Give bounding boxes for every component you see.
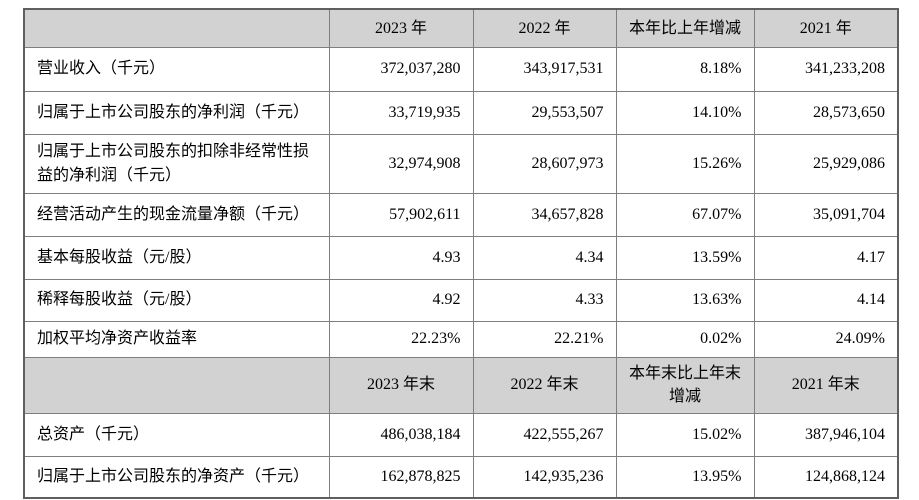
value-cell: 13.59% bbox=[615, 235, 755, 280]
header-empty-cell bbox=[23, 8, 330, 48]
value-cell: 15.02% bbox=[615, 412, 755, 457]
row-label-cell: 归属于上市公司股东的净资产（千元） bbox=[23, 455, 330, 499]
value-cell: 124,868,124 bbox=[753, 455, 899, 499]
value-cell: 22.23% bbox=[328, 320, 474, 358]
row-label-cell: 基本每股收益（元/股） bbox=[23, 235, 330, 280]
value-cell: 142,935,236 bbox=[472, 455, 617, 499]
table-row-net-profit: 归属于上市公司股东的净利润（千元） 33,719,935 29,553,507 … bbox=[23, 90, 899, 135]
value-cell: 486,038,184 bbox=[328, 412, 474, 457]
value-cell: 4.93 bbox=[328, 235, 474, 280]
value-cell: 4.14 bbox=[753, 278, 899, 322]
value-cell: 162,878,825 bbox=[328, 455, 474, 499]
header-2023: 2023 年 bbox=[328, 8, 474, 48]
header-yoy-change: 本年比上年增减 bbox=[615, 8, 755, 48]
value-cell: 4.92 bbox=[328, 278, 474, 322]
table-row-net-profit-excl-nonrecurring: 归属于上市公司股东的扣除非经常性损益的净利润（千元） 32,974,908 28… bbox=[23, 133, 899, 194]
value-cell: 0.02% bbox=[615, 320, 755, 358]
header-2021: 2021 年 bbox=[753, 8, 899, 48]
year-end-header-row: 2023 年末 2022 年末 本年末比上年末增减 2021 年末 bbox=[23, 356, 899, 414]
row-label-cell: 总资产（千元） bbox=[23, 412, 330, 457]
table-row-basic-eps: 基本每股收益（元/股） 4.93 4.34 13.59% 4.17 bbox=[23, 235, 899, 280]
value-cell: 25,929,086 bbox=[753, 133, 899, 194]
annual-header-row: 2023 年 2022 年 本年比上年增减 2021 年 bbox=[23, 8, 899, 48]
row-label-cell: 归属于上市公司股东的扣除非经常性损益的净利润（千元） bbox=[23, 133, 330, 194]
value-cell: 4.34 bbox=[472, 235, 617, 280]
value-cell: 14.10% bbox=[615, 90, 755, 135]
value-cell: 32,974,908 bbox=[328, 133, 474, 194]
value-cell: 4.17 bbox=[753, 235, 899, 280]
value-cell: 57,902,611 bbox=[328, 192, 474, 237]
value-cell: 15.26% bbox=[615, 133, 755, 194]
value-cell: 33,719,935 bbox=[328, 90, 474, 135]
value-cell: 28,573,650 bbox=[753, 90, 899, 135]
value-cell: 28,607,973 bbox=[472, 133, 617, 194]
header-2022-year-end: 2022 年末 bbox=[472, 356, 617, 414]
value-cell: 422,555,267 bbox=[472, 412, 617, 457]
value-cell: 8.18% bbox=[615, 46, 755, 92]
value-cell: 22.21% bbox=[472, 320, 617, 358]
header-2021-year-end: 2021 年末 bbox=[753, 356, 899, 414]
row-label-cell: 稀释每股收益（元/股） bbox=[23, 278, 330, 322]
header-2022: 2022 年 bbox=[472, 8, 617, 48]
value-cell: 343,917,531 bbox=[472, 46, 617, 92]
table-row-revenue: 营业收入（千元） 372,037,280 343,917,531 8.18% 3… bbox=[23, 46, 899, 92]
value-cell: 13.95% bbox=[615, 455, 755, 499]
table-row-diluted-eps: 稀释每股收益（元/股） 4.92 4.33 13.63% 4.14 bbox=[23, 278, 899, 322]
table-row-net-assets: 归属于上市公司股东的净资产（千元） 162,878,825 142,935,23… bbox=[23, 455, 899, 499]
table-row-weighted-avg-roe: 加权平均净资产收益率 22.23% 22.21% 0.02% 24.09% bbox=[23, 320, 899, 358]
table-row-operating-cash-flow: 经营活动产生的现金流量净额（千元） 57,902,611 34,657,828 … bbox=[23, 192, 899, 237]
header-empty-cell bbox=[23, 356, 330, 414]
financial-summary-table: 2023 年 2022 年 本年比上年增减 2021 年 营业收入（千元） 37… bbox=[23, 8, 899, 499]
header-2023-year-end: 2023 年末 bbox=[328, 356, 474, 414]
row-label-cell: 营业收入（千元） bbox=[23, 46, 330, 92]
value-cell: 29,553,507 bbox=[472, 90, 617, 135]
value-cell: 341,233,208 bbox=[753, 46, 899, 92]
value-cell: 13.63% bbox=[615, 278, 755, 322]
value-cell: 387,946,104 bbox=[753, 412, 899, 457]
table-row-total-assets: 总资产（千元） 486,038,184 422,555,267 15.02% 3… bbox=[23, 412, 899, 457]
value-cell: 372,037,280 bbox=[328, 46, 474, 92]
value-cell: 24.09% bbox=[753, 320, 899, 358]
value-cell: 67.07% bbox=[615, 192, 755, 237]
row-label-cell: 加权平均净资产收益率 bbox=[23, 320, 330, 358]
value-cell: 35,091,704 bbox=[753, 192, 899, 237]
row-label-cell: 归属于上市公司股东的净利润（千元） bbox=[23, 90, 330, 135]
value-cell: 34,657,828 bbox=[472, 192, 617, 237]
header-year-end-change: 本年末比上年末增减 bbox=[615, 356, 755, 414]
row-label-cell: 经营活动产生的现金流量净额（千元） bbox=[23, 192, 330, 237]
value-cell: 4.33 bbox=[472, 278, 617, 322]
